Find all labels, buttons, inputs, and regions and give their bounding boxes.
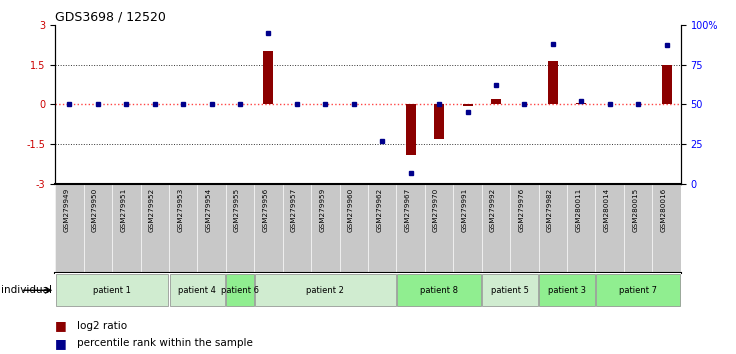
Bar bbox=[662, 65, 671, 104]
Text: GSM279953: GSM279953 bbox=[177, 188, 183, 232]
Bar bbox=[491, 99, 501, 104]
Bar bbox=[434, 104, 444, 139]
FancyBboxPatch shape bbox=[56, 274, 169, 306]
Text: patient 3: patient 3 bbox=[548, 286, 586, 295]
Bar bbox=[576, 103, 587, 104]
Bar bbox=[263, 51, 274, 104]
Text: patient 2: patient 2 bbox=[306, 286, 344, 295]
FancyBboxPatch shape bbox=[227, 274, 254, 306]
Text: patient 5: patient 5 bbox=[491, 286, 529, 295]
FancyBboxPatch shape bbox=[397, 274, 481, 306]
Text: individual: individual bbox=[1, 285, 52, 295]
Text: GSM280011: GSM280011 bbox=[576, 188, 581, 232]
FancyBboxPatch shape bbox=[169, 274, 225, 306]
Text: GSM279970: GSM279970 bbox=[433, 188, 439, 232]
Text: patient 4: patient 4 bbox=[178, 286, 216, 295]
Text: GSM279962: GSM279962 bbox=[376, 188, 382, 232]
FancyBboxPatch shape bbox=[482, 274, 538, 306]
Text: GSM279952: GSM279952 bbox=[149, 188, 155, 232]
Text: patient 6: patient 6 bbox=[221, 286, 259, 295]
Text: GSM280014: GSM280014 bbox=[604, 188, 609, 232]
Text: patient 1: patient 1 bbox=[93, 286, 131, 295]
Text: GSM279976: GSM279976 bbox=[518, 188, 524, 232]
Text: GSM279955: GSM279955 bbox=[234, 188, 240, 232]
Text: GSM279967: GSM279967 bbox=[405, 188, 411, 232]
Text: GSM279982: GSM279982 bbox=[547, 188, 553, 232]
Text: GSM280016: GSM280016 bbox=[661, 188, 667, 232]
Text: GSM279959: GSM279959 bbox=[319, 188, 325, 232]
Text: GSM279992: GSM279992 bbox=[490, 188, 496, 232]
Text: ■: ■ bbox=[55, 319, 67, 332]
Text: GSM279949: GSM279949 bbox=[63, 188, 69, 232]
FancyBboxPatch shape bbox=[255, 274, 396, 306]
Text: GSM279951: GSM279951 bbox=[120, 188, 127, 232]
Bar bbox=[462, 104, 473, 106]
FancyBboxPatch shape bbox=[539, 274, 595, 306]
Text: GSM280015: GSM280015 bbox=[632, 188, 638, 232]
Text: GSM279991: GSM279991 bbox=[461, 188, 467, 232]
Text: GSM279954: GSM279954 bbox=[205, 188, 212, 232]
Text: patient 8: patient 8 bbox=[420, 286, 458, 295]
Text: percentile rank within the sample: percentile rank within the sample bbox=[77, 338, 253, 348]
Text: log2 ratio: log2 ratio bbox=[77, 321, 127, 331]
Text: ■: ■ bbox=[55, 337, 67, 350]
Text: GSM279956: GSM279956 bbox=[263, 188, 269, 232]
Bar bbox=[548, 61, 558, 104]
Text: GDS3698 / 12520: GDS3698 / 12520 bbox=[55, 11, 166, 24]
FancyBboxPatch shape bbox=[596, 274, 680, 306]
Text: GSM279957: GSM279957 bbox=[291, 188, 297, 232]
Text: GSM279960: GSM279960 bbox=[348, 188, 354, 232]
Text: patient 7: patient 7 bbox=[619, 286, 657, 295]
Bar bbox=[406, 104, 416, 155]
Text: GSM279950: GSM279950 bbox=[92, 188, 98, 232]
